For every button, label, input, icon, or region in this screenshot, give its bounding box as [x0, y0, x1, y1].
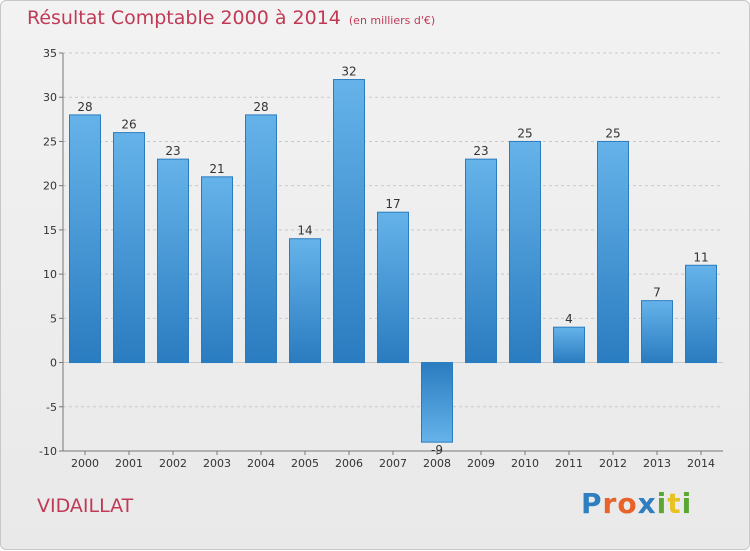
bar-2009	[465, 158, 497, 364]
x-tick-label: 2013	[643, 457, 671, 470]
data-label-2006: 32	[341, 65, 356, 79]
x-tick-label: 2002	[159, 457, 187, 470]
proxiti-logo: Proxiti	[581, 487, 692, 520]
data-label-2009: 23	[473, 144, 488, 158]
y-tick-label: 30	[43, 91, 57, 104]
y-tick-label: -5	[46, 401, 57, 414]
chart-title: Résultat Comptable 2000 à 2014 (en millie…	[27, 7, 435, 29]
x-tick-label: 2006	[335, 457, 363, 470]
x-tick-label: 2001	[115, 457, 143, 470]
x-tick-label: 2003	[203, 457, 231, 470]
data-label-2004: 28	[253, 100, 268, 114]
title-text: Résultat Comptable 2000 à 2014	[27, 7, 341, 29]
x-tick-label: 2014	[687, 457, 715, 470]
y-tick-label: 15	[43, 224, 57, 237]
bar-2014	[685, 264, 717, 364]
data-label-2007: 17	[385, 197, 400, 211]
x-tick-label: 2000	[71, 457, 99, 470]
bar-2011	[553, 326, 585, 364]
data-label-2013: 7	[653, 286, 661, 300]
data-label-2001: 26	[121, 118, 136, 132]
data-label-2002: 23	[165, 144, 180, 158]
data-label-2010: 25	[517, 126, 532, 140]
x-tick-label: 2008	[423, 457, 451, 470]
y-tick-label: 5	[50, 312, 57, 325]
logo-letter: i	[656, 487, 668, 520]
bar-2001	[113, 132, 145, 364]
y-tick-label: 0	[50, 357, 57, 370]
bar-2012	[597, 140, 629, 364]
logo-letter: x	[637, 487, 657, 520]
logo-letter: o	[617, 487, 638, 520]
bar-2000	[69, 114, 101, 364]
logo-letter: P	[581, 487, 603, 520]
bar-2008	[421, 362, 453, 443]
title-unit: (en milliers d'€)	[348, 14, 436, 27]
data-label-2012: 25	[605, 126, 620, 140]
data-label-2000: 28	[77, 100, 92, 114]
bar-2003	[201, 176, 233, 364]
commune-name: VIDAILLAT	[37, 495, 134, 517]
logo-letter: r	[602, 487, 618, 520]
bar-2002	[157, 158, 189, 364]
bar-2005	[289, 238, 321, 364]
bar-2007	[377, 211, 409, 364]
bar-2010	[509, 140, 541, 364]
data-label-2014: 11	[693, 250, 708, 264]
data-label-2005: 14	[297, 224, 312, 238]
x-tick-label: 2011	[555, 457, 583, 470]
data-label-2003: 21	[209, 162, 224, 176]
y-tick-label: -10	[39, 445, 57, 458]
data-label-2011: 4	[565, 312, 573, 326]
logo-letter: i	[681, 487, 693, 520]
x-tick-label: 2009	[467, 457, 495, 470]
bar-2013	[641, 300, 673, 364]
y-tick-label: 20	[43, 180, 57, 193]
y-tick-label: 25	[43, 135, 57, 148]
bar-2006	[333, 79, 365, 364]
y-tick-label: 35	[43, 47, 57, 60]
x-tick-label: 2004	[247, 457, 275, 470]
bar-2004	[245, 114, 277, 364]
logo-letter: t	[667, 487, 682, 520]
x-tick-label: 2010	[511, 457, 539, 470]
x-tick-label: 2005	[291, 457, 319, 470]
y-tick-label: 10	[43, 268, 57, 281]
x-tick-label: 2007	[379, 457, 407, 470]
x-tick-label: 2012	[599, 457, 627, 470]
data-label-2008: -9	[431, 443, 443, 457]
